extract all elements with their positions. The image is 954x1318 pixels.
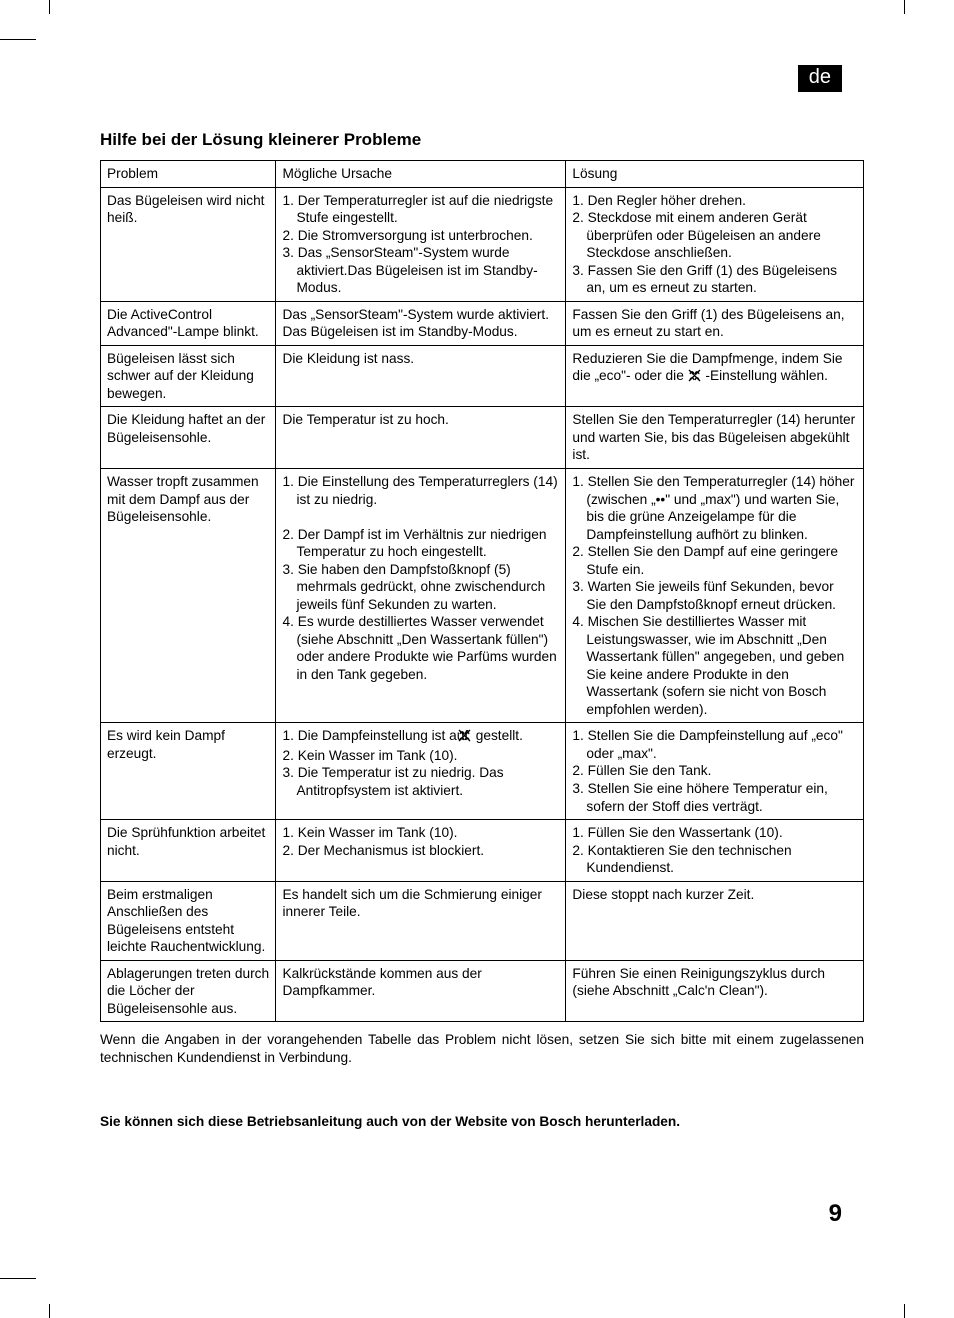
table-row: Die Kleidung haftet an der Bügeleisensoh… [101, 407, 864, 469]
solution-cell: Reduzieren Sie die Dampfmenge, indem Sie… [566, 345, 864, 407]
cause-cell: Es handelt sich um die Schmierung einige… [276, 881, 566, 960]
problem-cell: Das Bügeleisen wird nicht heiß. [101, 187, 276, 301]
language-badge: de [798, 65, 842, 92]
problem-cell: Die Kleidung haftet an der Bügeleisensoh… [101, 407, 276, 469]
cause-cell: 1. Kein Wasser im Tank (10).2. Der Mecha… [276, 820, 566, 882]
cause-cell: 1. Die Dampfeinstellung ist auf gestellt… [276, 723, 566, 820]
problem-cell: Es wird kein Dampf erzeugt. [101, 723, 276, 820]
solution-cell: Stellen Sie den Temperaturregler (14) he… [566, 407, 864, 469]
cause-cell: Das „SensorSteam"-System wurde aktiviert… [276, 301, 566, 345]
section-heading: Hilfe bei der Lösung kleinerer Probleme [100, 130, 864, 150]
cause-cell: 1. Die Einstellung des Temperaturreglers… [276, 468, 566, 722]
solution-cell: Diese stoppt nach kurzer Zeit. [566, 881, 864, 960]
problem-cell: Die ActiveControl Advanced"-Lampe blinkt… [101, 301, 276, 345]
solution-cell: 1. Stellen Sie den Temperaturregler (14)… [566, 468, 864, 722]
footnote-text: Wenn die Angaben in der vorangehenden Ta… [100, 1031, 864, 1066]
table-row: Die Sprühfunktion arbeitet nicht.1. Kein… [101, 820, 864, 882]
table-row: Bügeleisen lässt sich schwer auf der Kle… [101, 345, 864, 407]
no-steam-icon [688, 368, 702, 387]
problem-cell: Wasser tropft zusammen mit dem Dampf aus… [101, 468, 276, 722]
cause-cell: 1. Der Temperaturregler ist auf die nied… [276, 187, 566, 301]
solution-cell: Führen Sie einen Reinigungszyklus durch … [566, 960, 864, 1022]
table-header-row: Problem Mögliche Ursache Lösung [101, 161, 864, 188]
table-row: Wasser tropft zusammen mit dem Dampf aus… [101, 468, 864, 722]
cause-cell: Kalkrückstände kommen aus der Dampfkamme… [276, 960, 566, 1022]
problem-cell: Ablagerungen treten durch die Löcher der… [101, 960, 276, 1022]
table-row: Beim erstmaligen Anschließen des Bügelei… [101, 881, 864, 960]
col-problem-header: Problem [101, 161, 276, 188]
solution-cell: 1. Stellen Sie die Dampfeinstellung auf … [566, 723, 864, 820]
problem-cell: Bügeleisen lässt sich schwer auf der Kle… [101, 345, 276, 407]
download-note: Sie können sich diese Betriebsanleitung … [100, 1114, 864, 1129]
solution-cell: Fassen Sie den Griff (1) des Bügeleisens… [566, 301, 864, 345]
table-row: Es wird kein Dampf erzeugt.1. Die Dampfe… [101, 723, 864, 820]
table-row: Die ActiveControl Advanced"-Lampe blinkt… [101, 301, 864, 345]
table-row: Das Bügeleisen wird nicht heiß.1. Der Te… [101, 187, 864, 301]
troubleshoot-table: Problem Mögliche Ursache Lösung Das Büge… [100, 160, 864, 1022]
col-solution-header: Lösung [566, 161, 864, 188]
problem-cell: Die Sprühfunktion arbeitet nicht. [101, 820, 276, 882]
solution-cell: 1. Den Regler höher drehen.2. Steckdose … [566, 187, 864, 301]
page-number: 9 [829, 1200, 842, 1228]
cause-cell: Die Temperatur ist zu hoch. [276, 407, 566, 469]
problem-cell: Beim erstmaligen Anschließen des Bügelei… [101, 881, 276, 960]
table-row: Ablagerungen treten durch die Löcher der… [101, 960, 864, 1022]
cause-cell: Die Kleidung ist nass. [276, 345, 566, 407]
col-cause-header: Mögliche Ursache [276, 161, 566, 188]
solution-cell: 1. Füllen Sie den Wassertank (10).2. Kon… [566, 820, 864, 882]
